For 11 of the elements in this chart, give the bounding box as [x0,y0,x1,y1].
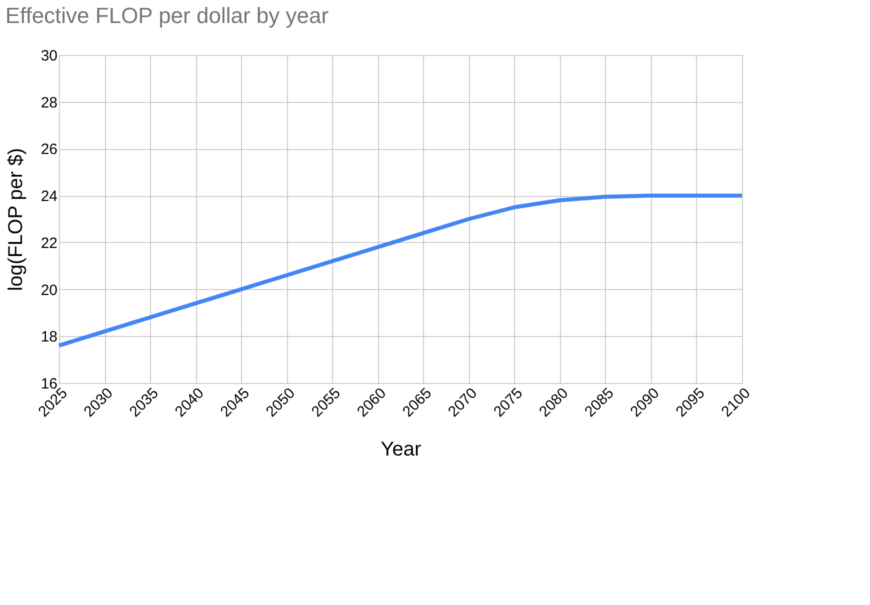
y-tick-label: 30 [40,48,58,64]
chart-title: Effective FLOP per dollar by year [5,3,329,28]
y-tick-label: 26 [40,141,58,158]
y-tick-label: 22 [40,234,58,252]
y-tick-label: 24 [40,188,58,206]
y-tick-label: 28 [40,94,58,112]
y-tick-label: 20 [40,282,58,299]
y-tick-label: 18 [40,328,58,346]
y-axis-title: log(FLOP per $) [4,148,27,292]
line-series [57,194,744,348]
x-axis-title: Year [380,438,422,461]
